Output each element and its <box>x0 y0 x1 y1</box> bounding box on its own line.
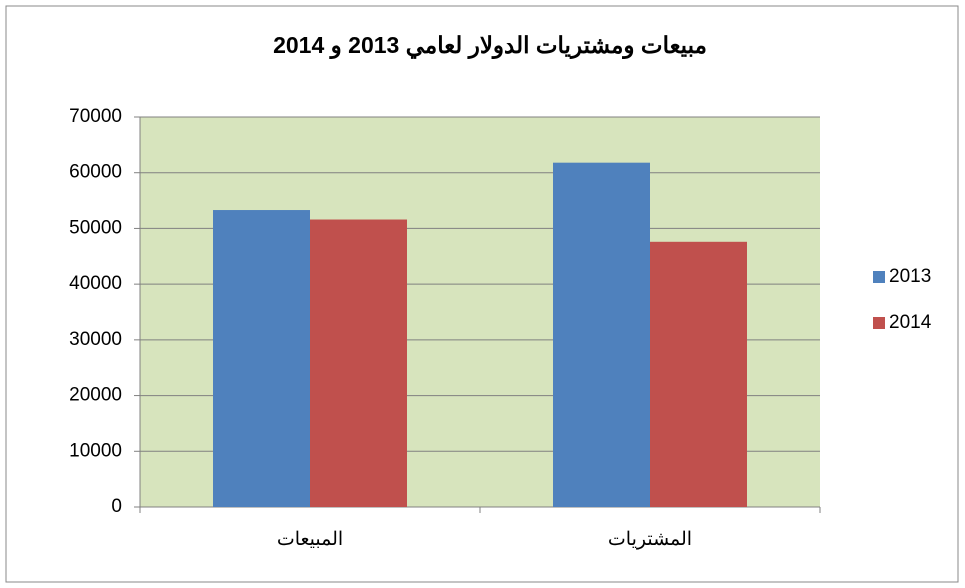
y-tick-label: 40000 <box>69 273 122 294</box>
x-tick-label: المبيعات <box>277 529 343 550</box>
y-tick-label: 60000 <box>69 162 122 183</box>
y-tick-label: 20000 <box>69 385 122 406</box>
bar <box>213 210 310 508</box>
legend-label: 2014 <box>889 312 932 333</box>
x-tick-label: المشتريات <box>608 529 692 550</box>
y-tick-label: 30000 <box>69 329 122 350</box>
y-tick-label: 0 <box>111 496 122 517</box>
legend-swatch <box>873 271 885 283</box>
legend-swatch <box>873 317 885 329</box>
legend-label: 2013 <box>889 266 931 287</box>
bar <box>553 162 650 507</box>
y-tick-label: 70000 <box>69 106 122 127</box>
bar <box>310 219 407 507</box>
bar <box>650 241 747 508</box>
chart-title: مبيعات ومشتريات الدولار لعامي 2013 و 201… <box>273 32 707 60</box>
y-tick-label: 10000 <box>69 440 122 461</box>
y-tick-label: 50000 <box>69 217 122 238</box>
